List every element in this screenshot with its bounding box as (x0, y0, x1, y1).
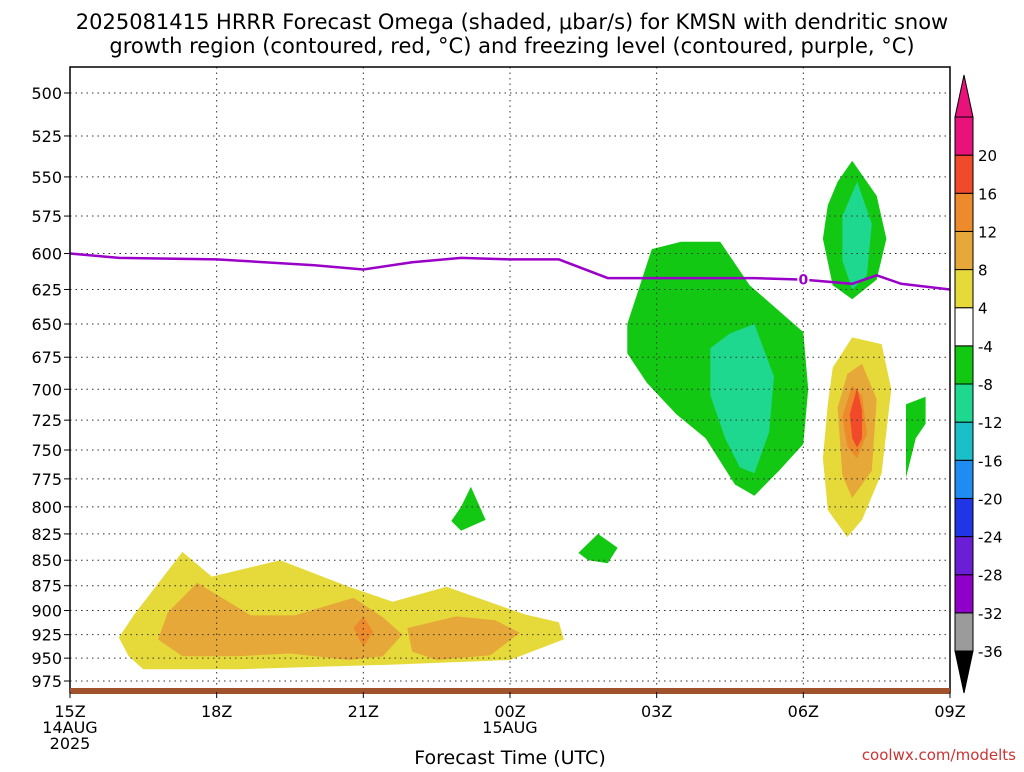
freezing-label-bg (797, 271, 810, 288)
omega-region-7 (849, 388, 862, 448)
y-tick-label-575: 575 (31, 207, 62, 226)
colorbar-label--32: -32 (978, 605, 1003, 623)
y-tick-label-625: 625 (31, 280, 62, 299)
colorbar: -36 -32 -28 -24 -20 -16 -12 -8 -4 4 8 12 16 20 (954, 74, 1003, 694)
freezing-level-contour: 0 (69, 252, 951, 291)
x-tick-label-15-0: 06Z (788, 702, 819, 721)
x-tick-label-12-0: 03Z (641, 702, 672, 721)
colorbar-over-arrow (954, 74, 974, 118)
y-tick-label-650: 650 (31, 315, 62, 334)
y-tick-label-700: 700 (31, 380, 62, 399)
y-tick-label-525: 525 (31, 127, 62, 146)
y-axis-ticks: 500 525 550 575 600 625 650 675 700 725 750 775 800 8… (31, 84, 70, 691)
colorbar-swatch-6 (954, 383, 974, 423)
colorbar-swatch-1 (954, 574, 974, 614)
y-tick-label-600: 600 (31, 245, 62, 264)
colorbar-under-arrow (954, 650, 974, 694)
y-tick-label-850: 850 (31, 551, 62, 570)
colorbar-swatch-7 (954, 345, 974, 385)
x-axis-label: Forecast Time (UTC) (414, 747, 605, 768)
colorbar-label--28: -28 (978, 567, 1003, 585)
colorbar-label--16: -16 (978, 452, 1003, 470)
y-tick-label-825: 825 (31, 525, 62, 544)
colorbar-swatch-13 (954, 116, 974, 156)
x-tick-label-3-0: 18Z (201, 702, 232, 721)
x-tick-label-0-0: 15Z (54, 702, 85, 721)
omega-region-1 (158, 582, 403, 660)
omega-region-9 (710, 324, 774, 474)
y-tick-label-500: 500 (31, 84, 62, 103)
colorbar-label-12: 12 (978, 223, 997, 241)
omega-shaded-regions (118, 160, 926, 670)
credit-text: coolwx.com/modelts (862, 746, 1016, 764)
freezing-level-label: 0 (798, 273, 808, 289)
colorbar-label-4: 4 (978, 300, 988, 318)
y-tick-label-750: 750 (31, 441, 62, 460)
y-tick-label-550: 550 (31, 168, 62, 187)
colorbar-label--12: -12 (978, 414, 1003, 432)
y-tick-label-775: 775 (31, 470, 62, 489)
x-tick-label-0-2: 2025 (50, 734, 91, 753)
freezing-level-line (69, 252, 951, 291)
colorbar-label--20: -20 (978, 490, 1003, 508)
chart-title-line-1: 2025081415 HRRR Forecast Omega (shaded, … (76, 10, 948, 34)
y-tick-label-875: 875 (31, 577, 62, 596)
omega-region-12 (906, 396, 926, 478)
colorbar-label--4: -4 (978, 338, 993, 356)
colorbar-swatch-11 (954, 192, 974, 232)
y-tick-label-800: 800 (31, 498, 62, 517)
x-tick-label-6-0: 21Z (348, 702, 379, 721)
colorbar-label--36: -36 (978, 643, 1003, 661)
y-tick-label-975: 975 (31, 672, 62, 691)
omega-region-14 (578, 533, 618, 564)
y-tick-label-950: 950 (31, 649, 62, 668)
x-tick-label-0-1: 14AUG (42, 718, 97, 737)
omega-region-2 (407, 616, 520, 660)
y-tick-label-675: 675 (31, 348, 62, 367)
x-tick-label-18-0: 09Z (934, 702, 965, 721)
colorbar-swatch-12 (954, 154, 974, 194)
colorbar-label-8: 8 (978, 262, 988, 280)
omega-region-3 (353, 616, 374, 647)
colorbar-swatch-0 (954, 612, 974, 652)
omega-region-11 (842, 181, 872, 290)
colorbar-swatch-3 (954, 497, 974, 538)
x-tick-label-9-0: 00Z (494, 702, 525, 721)
colorbar-label-20: 20 (978, 147, 997, 165)
x-tick-label-9-1: 15AUG (482, 718, 537, 737)
colorbar-label--8: -8 (978, 376, 993, 394)
colorbar-swatch-8 (954, 307, 974, 347)
omega-region-13 (451, 486, 486, 531)
colorbar-swatch-9 (954, 269, 974, 309)
colorbar-swatch-10 (954, 230, 974, 271)
surface-strip (70, 688, 950, 694)
y-tick-label-925: 925 (31, 626, 62, 645)
colorbar-label--24: -24 (978, 529, 1003, 547)
y-tick-label-725: 725 (31, 411, 62, 430)
colorbar-swatch-2 (954, 536, 974, 576)
chart-gridlines (70, 67, 950, 692)
colorbar-swatch-5 (954, 421, 974, 461)
y-tick-label-900: 900 (31, 602, 62, 621)
colorbar-label-16: 16 (978, 185, 997, 203)
chart-title-line-2: growth region (contoured, red, °C) and f… (109, 34, 914, 58)
colorbar-swatch-4 (954, 459, 974, 499)
